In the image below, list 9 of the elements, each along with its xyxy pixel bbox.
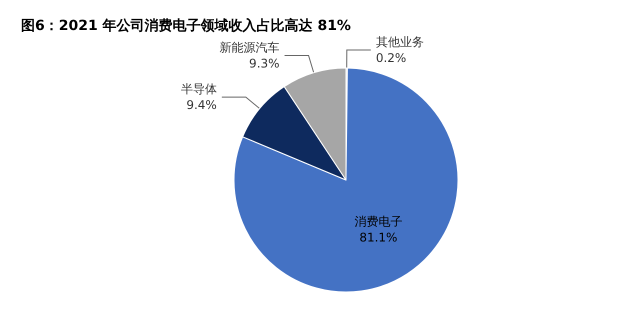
slice-label: 半导体 bbox=[180, 82, 217, 96]
slice-label: 消费电子 bbox=[354, 214, 402, 228]
data-label: 9.3% bbox=[249, 56, 280, 71]
chart-title: 图6：2021 年公司消费电子领域收入占比高达 81% bbox=[21, 17, 351, 34]
slice-label: 其他业务 bbox=[376, 35, 424, 50]
data-label: 9.4% bbox=[186, 98, 217, 112]
data-label: 81.1% bbox=[359, 230, 398, 244]
slice-label: 新能源汽车 bbox=[220, 40, 280, 55]
data-label: 0.2% bbox=[376, 51, 406, 66]
